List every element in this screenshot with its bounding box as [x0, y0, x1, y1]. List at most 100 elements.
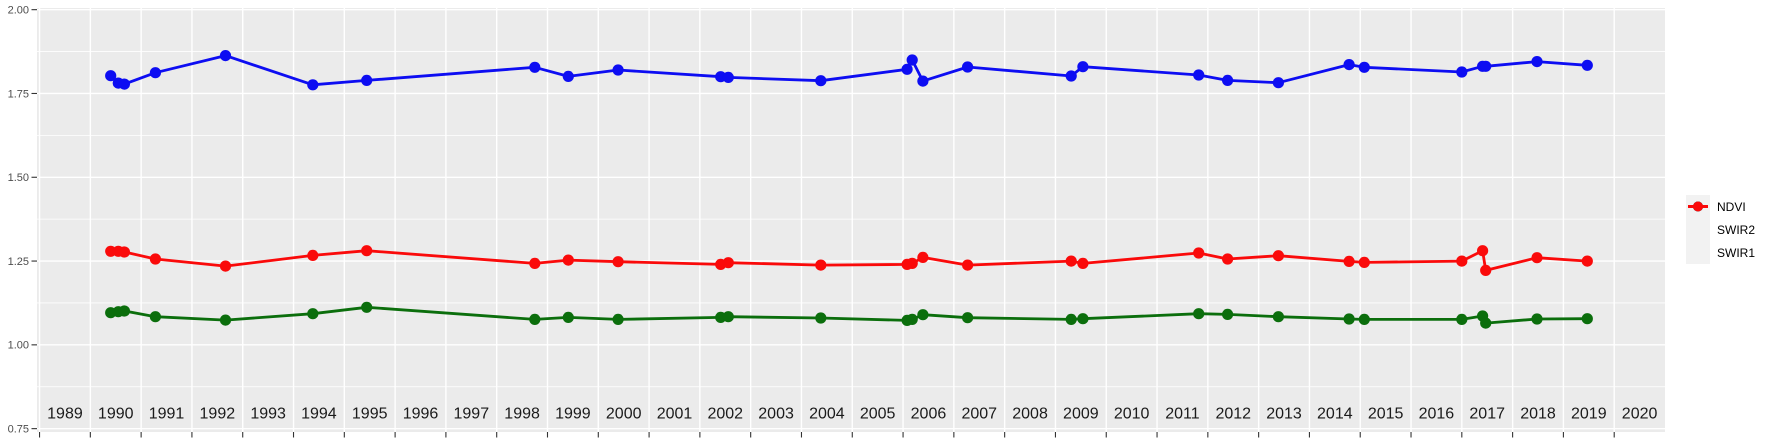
svg-text:2016: 2016	[1419, 406, 1455, 423]
SWIR2-point	[307, 308, 319, 320]
legend-label-swir2: SWIR2	[1717, 222, 1756, 237]
legend: NDVI SWIR2 SWIR1	[1686, 195, 1755, 264]
svg-text:2005: 2005	[860, 406, 896, 423]
SWIR1-point	[1477, 245, 1489, 257]
SWIR1-point	[1531, 252, 1543, 264]
svg-text:1993: 1993	[250, 406, 286, 423]
axis-ticks	[31, 9, 1615, 438]
SWIR2-point	[1456, 313, 1468, 325]
SWIR1-point	[1077, 257, 1089, 269]
NDVI-point	[1531, 56, 1543, 68]
NDVI-point	[1581, 59, 1593, 71]
SWIR2-point	[1581, 313, 1593, 325]
SWIR2-point	[612, 313, 624, 325]
NDVI-point	[1456, 66, 1468, 78]
SWIR1-point	[815, 259, 827, 271]
series-SWIR2	[105, 301, 1593, 329]
legend-label-swir1: SWIR1	[1717, 245, 1756, 260]
SWIR1-point	[1065, 255, 1077, 267]
panel-background	[37, 8, 1665, 432]
SWIR2-point	[562, 311, 574, 323]
SWIR1-point	[118, 246, 130, 258]
SWIR1-point	[1456, 255, 1468, 267]
legend-item-swir2: SWIR2	[1686, 201, 1756, 241]
NDVI-point	[962, 61, 974, 73]
SWIR1-point	[1480, 264, 1492, 276]
SWIR1-point	[917, 251, 929, 263]
SWIR1-point	[219, 260, 232, 272]
svg-text:1.00: 1.00	[8, 340, 29, 352]
x-axis-labels: 1989 1990 1991 1992 1993 1994 1995 1996 1997 1998…	[47, 406, 1657, 423]
svg-text:1989: 1989	[47, 406, 83, 423]
svg-text:2014: 2014	[1317, 406, 1353, 423]
svg-text:1997: 1997	[454, 406, 490, 423]
svg-text:2003: 2003	[758, 406, 794, 423]
SWIR1-point	[1193, 247, 1205, 259]
NDVI-point	[1480, 60, 1492, 72]
svg-text:1991: 1991	[149, 406, 185, 423]
NDVI-point	[118, 78, 130, 90]
legend-label-ndvi: NDVI	[1717, 199, 1746, 214]
SWIR1-point	[529, 257, 541, 269]
NDVI-point	[361, 74, 373, 86]
NDVI-point	[1065, 70, 1077, 82]
SWIR2-point	[219, 314, 232, 326]
SWIR2-point	[962, 312, 974, 324]
NDVI-point	[917, 75, 929, 87]
NDVI-point	[815, 75, 827, 87]
SWIR1-point	[906, 257, 918, 269]
NDVI-point	[105, 70, 117, 82]
SWIR2-point	[1358, 313, 1370, 325]
gridlines	[37, 8, 1665, 432]
svg-text:2000: 2000	[606, 406, 642, 423]
svg-text:2015: 2015	[1368, 406, 1404, 423]
series-NDVI	[105, 50, 1593, 91]
SWIR2-point	[722, 311, 734, 323]
svg-text:2018: 2018	[1520, 406, 1556, 423]
SWIR2-point	[815, 312, 827, 324]
SWIR1-point	[1343, 255, 1355, 267]
SWIR2-point	[1077, 313, 1089, 325]
svg-text:1.50: 1.50	[8, 172, 29, 184]
svg-text:2008: 2008	[1012, 406, 1048, 423]
svg-text:1.75: 1.75	[8, 88, 29, 100]
NDVI-point	[529, 61, 541, 73]
svg-text:2013: 2013	[1266, 406, 1302, 423]
NDVI-point	[562, 70, 574, 82]
svg-text:0.75: 0.75	[8, 423, 29, 435]
svg-text:2020: 2020	[1622, 406, 1658, 423]
svg-text:1992: 1992	[200, 406, 236, 423]
svg-text:2012: 2012	[1215, 406, 1251, 423]
NDVI-point	[901, 63, 913, 75]
SWIR1-point	[1222, 253, 1234, 265]
svg-text:2011: 2011	[1165, 406, 1200, 423]
SWIR2-point	[118, 305, 130, 317]
SWIR1-point	[722, 257, 734, 269]
SWIR2-point	[1222, 308, 1234, 320]
SWIR2-point	[1531, 313, 1543, 325]
NDVI-point	[1358, 61, 1370, 73]
y-axis-labels: 0.75 1.00 1.25 1.50 1.75 2.00	[8, 4, 29, 435]
SWIR1-point	[1272, 250, 1284, 262]
svg-text:2017: 2017	[1469, 406, 1505, 423]
SWIR1-point	[307, 249, 319, 261]
NDVI-point	[307, 79, 319, 91]
NDVI-point	[906, 54, 918, 66]
NDVI-point	[1193, 69, 1205, 81]
svg-text:2001: 2001	[657, 406, 693, 423]
NDVI-point	[1272, 77, 1284, 89]
svg-text:2002: 2002	[707, 406, 743, 423]
SWIR1-point	[1581, 255, 1593, 267]
SWIR2-point	[917, 309, 929, 321]
SWIR2-point	[1272, 311, 1284, 323]
SWIR1-point	[612, 256, 624, 268]
SWIR1-point	[962, 259, 974, 271]
svg-text:2.00: 2.00	[8, 4, 29, 16]
SWIR1-point	[562, 254, 574, 266]
SWIR1-point	[149, 253, 161, 265]
svg-text:2004: 2004	[809, 406, 845, 423]
swir2-line-point-icon	[1686, 201, 1710, 241]
SWIR1-point	[361, 245, 373, 257]
